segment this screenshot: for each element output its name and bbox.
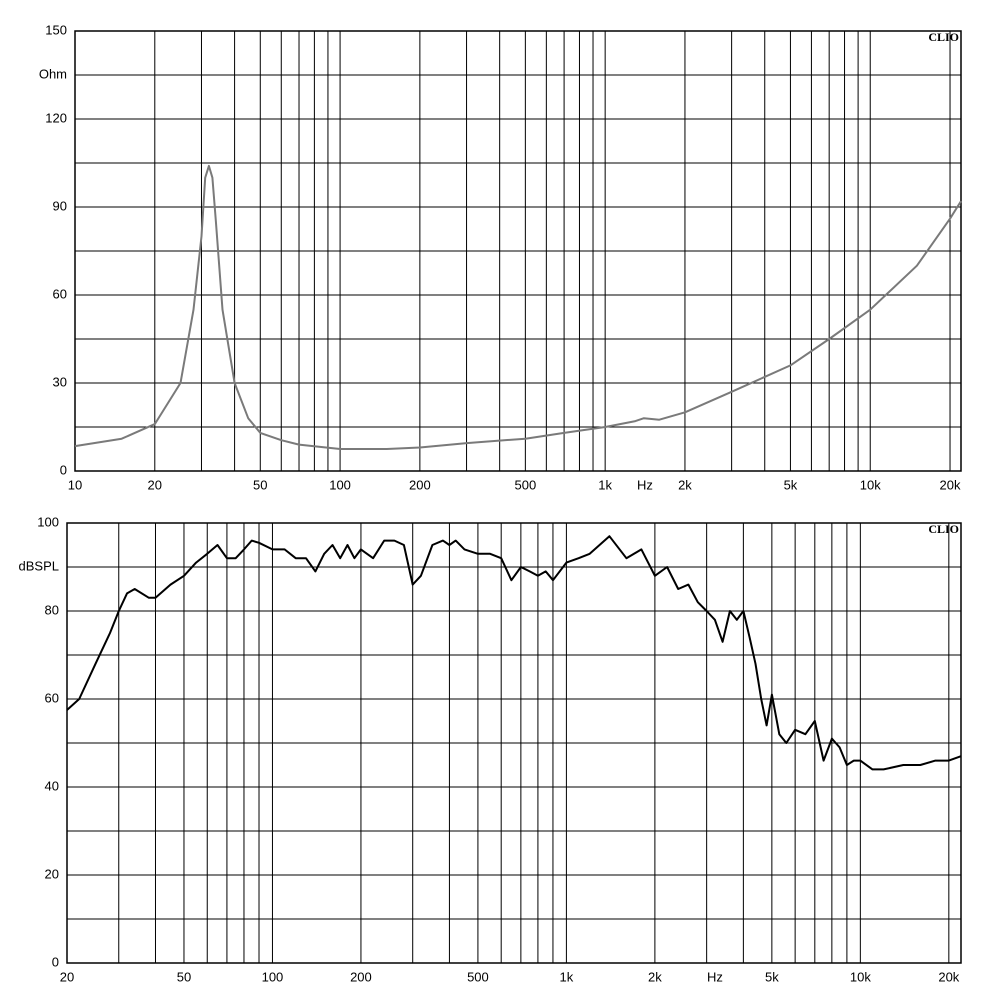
- x-tick-label: 1k: [598, 477, 612, 492]
- y-tick-label: 150: [45, 22, 67, 37]
- x-tick-label: 500: [515, 477, 537, 492]
- x-axis-label: Hz: [707, 969, 723, 984]
- y-axis-label: Ohm: [39, 66, 67, 81]
- x-axis-label: Hz: [637, 477, 653, 492]
- y-tick-label: 120: [45, 110, 67, 125]
- x-tick-label: 5k: [765, 969, 779, 984]
- curve: [66, 535, 962, 771]
- y-tick-label: 20: [45, 866, 59, 881]
- x-tick-label: 1k: [560, 969, 574, 984]
- y-tick-label: 80: [45, 602, 59, 617]
- curve: [74, 164, 962, 450]
- y-axis-label: dBSPL: [19, 558, 59, 573]
- x-tick-label: 2k: [678, 477, 692, 492]
- y-tick-label: 60: [45, 690, 59, 705]
- x-tick-label: 100: [262, 969, 284, 984]
- y-tick-label: 60: [53, 286, 67, 301]
- x-tick-label: 20k: [940, 477, 961, 492]
- plot-frame: [66, 522, 962, 964]
- x-tick-label: 200: [350, 969, 372, 984]
- y-tick-label: 30: [53, 374, 67, 389]
- plot-frame: [74, 30, 962, 472]
- x-tick-label: 100: [329, 477, 351, 492]
- x-tick-label: 50: [177, 969, 191, 984]
- y-tick-label: 40: [45, 778, 59, 793]
- x-tick-label: 20: [148, 477, 162, 492]
- y-tick-label: 0: [52, 954, 59, 969]
- x-tick-label: 50: [253, 477, 267, 492]
- y-tick-label: 90: [53, 198, 67, 213]
- x-tick-label: 20: [60, 969, 74, 984]
- x-tick-label: 10: [68, 477, 82, 492]
- x-tick-label: 20k: [938, 969, 959, 984]
- x-tick-label: 10k: [850, 969, 871, 984]
- brand: CLIO: [928, 522, 959, 536]
- x-tick-label: 2k: [648, 969, 662, 984]
- x-tick-label: 500: [467, 969, 489, 984]
- x-tick-label: 200: [409, 477, 431, 492]
- x-tick-label: 5k: [784, 477, 798, 492]
- brand: CLIO: [928, 30, 959, 44]
- x-tick-label: 10k: [860, 477, 881, 492]
- y-tick-label: 100: [37, 514, 59, 529]
- y-tick-label: 0: [60, 462, 67, 477]
